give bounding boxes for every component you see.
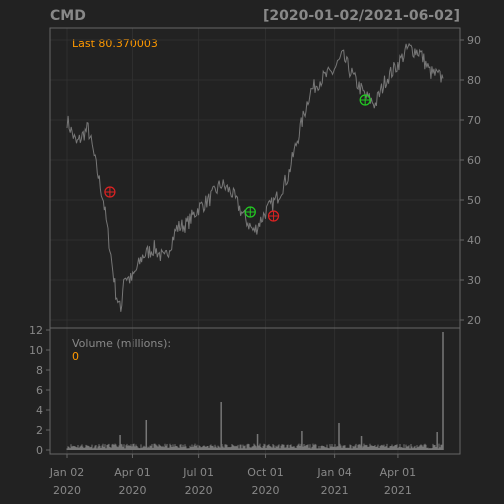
price-tick-label: 60 (467, 154, 481, 167)
x-tick-year-label: 2021 (321, 484, 349, 497)
price-tick-label: 50 (467, 194, 481, 207)
x-tick-label: Apr 01 (114, 466, 151, 479)
x-tick-label: Apr 01 (380, 466, 417, 479)
volume-tick-label: 0 (36, 444, 43, 457)
price-tick-label: 30 (467, 274, 481, 287)
price-tick-label: 80 (467, 74, 481, 87)
last-price-label: Last 80.370003 (72, 37, 158, 50)
x-tick-label: Jul 01 (182, 466, 214, 479)
x-tick-label: Oct 01 (247, 466, 284, 479)
x-tick-year-label: 2020 (252, 484, 280, 497)
x-tick-label: Jan 04 (316, 466, 351, 479)
volume-tick-label: 2 (36, 424, 43, 437)
date-range-label: [2020-01-02/2021-06-02] (263, 8, 460, 24)
price-tick-label: 90 (467, 34, 481, 47)
price-tick-label: 20 (467, 314, 481, 327)
sell-signal-marker (267, 210, 280, 222)
x-tick-year-label: 2020 (185, 484, 213, 497)
chart-title: CMD (50, 8, 86, 24)
sell-signal-marker (104, 186, 116, 198)
buy-signal-marker (359, 94, 371, 106)
volume-tick-label: 10 (29, 344, 43, 357)
price-tick-label: 70 (467, 114, 481, 127)
volume-tick-label: 4 (36, 404, 43, 417)
volume-tick-label: 12 (29, 324, 43, 337)
x-tick-label: Jan 02 (49, 466, 84, 479)
volume-tick-label: 6 (36, 384, 43, 397)
x-tick-year-label: 2020 (53, 484, 81, 497)
volume-last-value: 0 (72, 350, 79, 363)
price-series-line (66, 42, 444, 312)
volume-bars (66, 332, 444, 450)
volume-label: Volume (millions): (72, 337, 171, 350)
x-tick-year-label: 2020 (118, 484, 146, 497)
x-tick-year-label: 2021 (384, 484, 412, 497)
price-tick-label: 40 (467, 234, 481, 247)
price-panel-frame (49, 27, 461, 329)
volume-panel-frame (49, 327, 461, 455)
buy-signal-marker (244, 206, 256, 218)
volume-tick-label: 8 (36, 364, 43, 377)
